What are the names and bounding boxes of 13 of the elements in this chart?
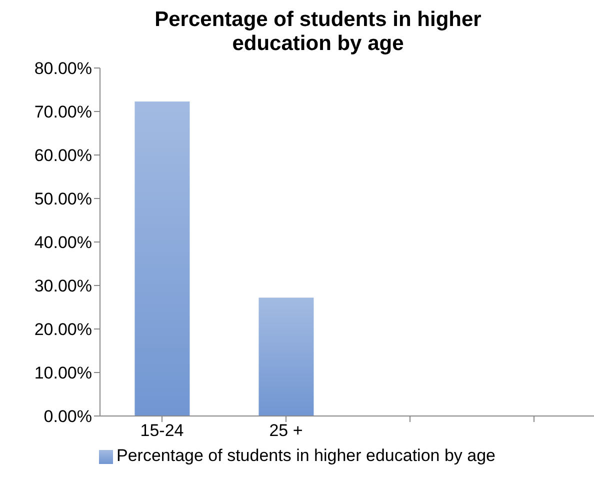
y-tick-label: 0.00% — [44, 407, 92, 426]
y-tick-label: 60.00% — [34, 146, 92, 166]
x-tick-label: 15-24 — [140, 421, 184, 440]
y-tick-label: 70.00% — [34, 102, 92, 122]
y-tick-label: 80.00% — [34, 59, 92, 78]
x-tick-label: 25 + — [269, 421, 303, 440]
y-tick-label: 40.00% — [34, 233, 92, 252]
y-tick-label: 50.00% — [34, 190, 92, 209]
legend-label: Percentage of students in higher education by age — [116, 446, 496, 465]
y-tick-label: 30.00% — [34, 276, 92, 296]
y-tick-label: 10.00% — [34, 364, 92, 383]
y-tick-label: 20.00% — [34, 320, 92, 340]
chart-title: Percentage of students in higher education by age — [154, 8, 482, 56]
